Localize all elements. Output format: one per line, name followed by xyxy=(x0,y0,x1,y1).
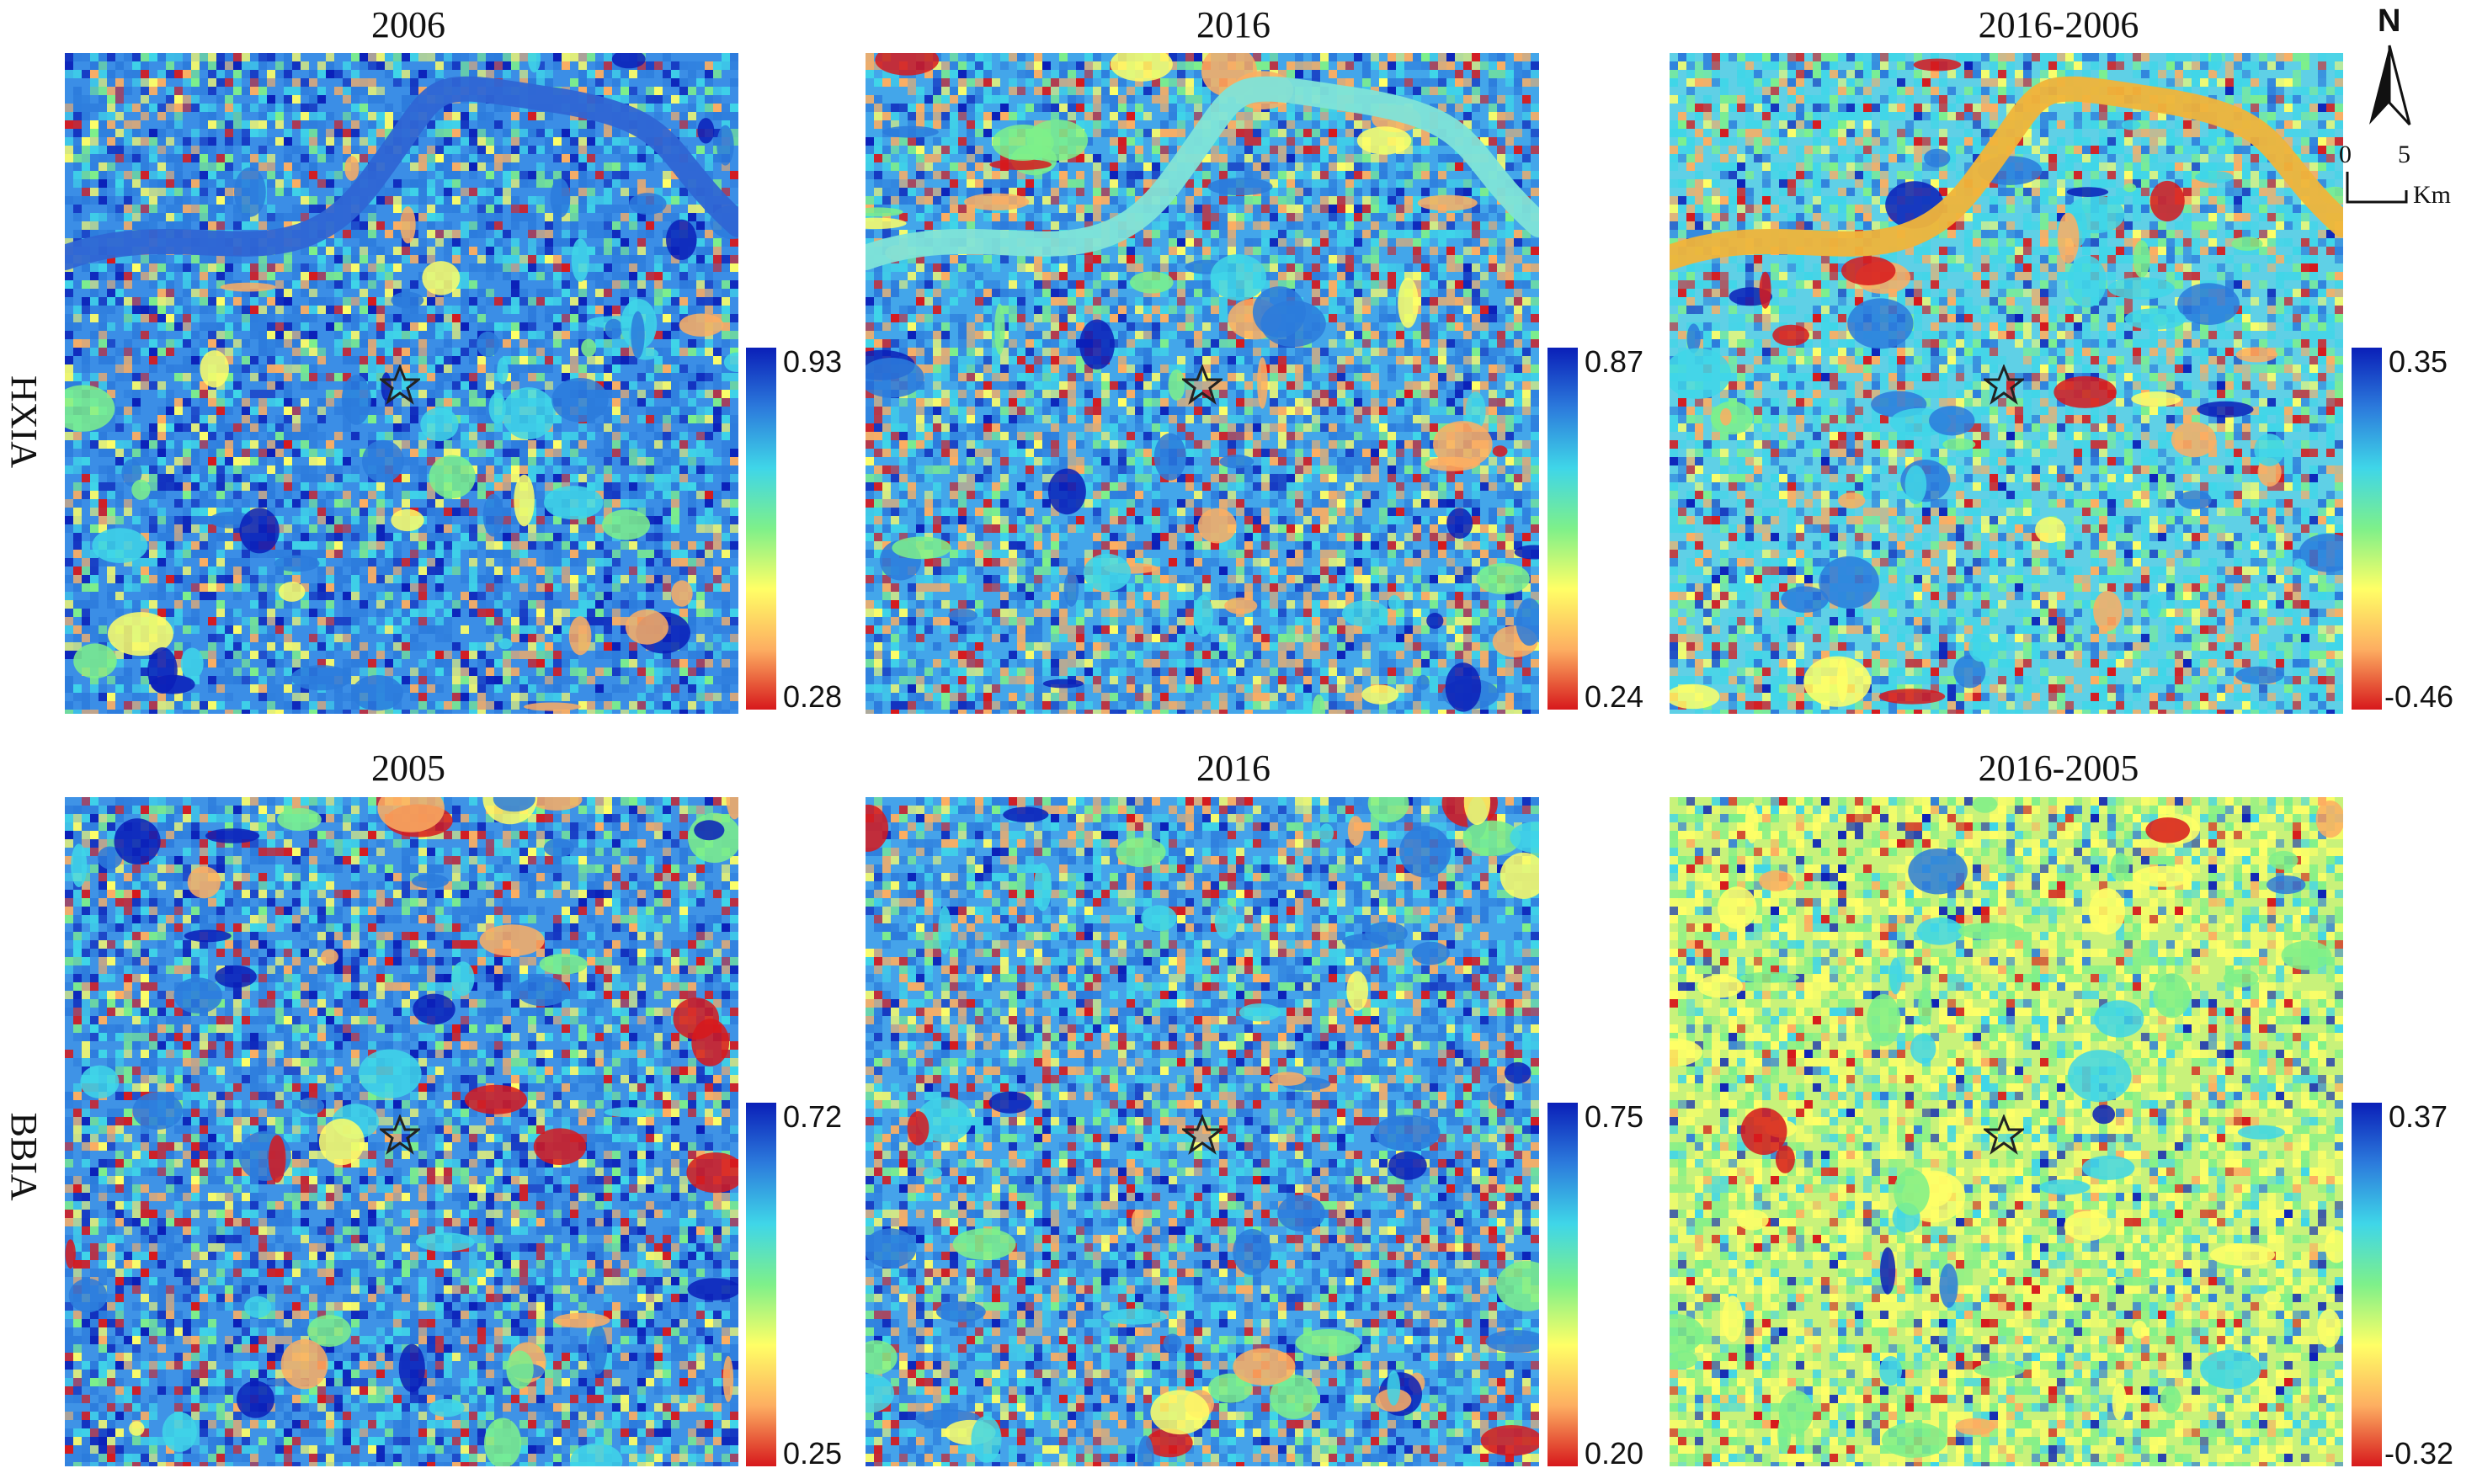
row-label-bbia: BBIA xyxy=(3,1072,45,1241)
star-marker xyxy=(380,1114,420,1155)
panel-title-2006: 2006 xyxy=(72,4,745,46)
panel-title-2016-top: 2016 xyxy=(897,4,1570,46)
colorbar-min-label: -0.32 xyxy=(2384,1437,2453,1471)
colorbar-max-label: 0.87 xyxy=(1585,345,1643,379)
raster-image xyxy=(1670,797,2343,1466)
map-hxia-2016 xyxy=(866,53,1539,714)
raster-image xyxy=(866,53,1539,714)
raster-image xyxy=(65,797,738,1466)
colorbar-min-label: 0.20 xyxy=(1585,1437,1643,1471)
star-marker xyxy=(1984,1114,2024,1155)
scale-bar xyxy=(2346,172,2408,204)
colorbar-bbia-2016 xyxy=(1547,1103,1578,1466)
colorbar-bbia-2005 xyxy=(746,1103,776,1466)
raster-image xyxy=(1670,53,2343,714)
colorbar-max-label: 0.72 xyxy=(783,1100,842,1134)
scale-unit: Km xyxy=(2413,182,2451,209)
scale-tick-0: 0 xyxy=(2339,141,2352,168)
panel-title-2016-bottom: 2016 xyxy=(897,747,1570,790)
colorbar-max-label: 0.37 xyxy=(2389,1100,2448,1134)
star-marker xyxy=(1984,364,2024,405)
map-hxia-diff xyxy=(1670,53,2343,714)
panel-title-2016-2005: 2016-2005 xyxy=(1722,747,2395,790)
north-arrow-icon xyxy=(2369,45,2411,126)
map-bbia-2016 xyxy=(866,797,1539,1466)
raster-image xyxy=(866,797,1539,1466)
colorbar-bbia-diff xyxy=(2352,1103,2382,1466)
colorbar-min-label: 0.28 xyxy=(783,680,842,714)
map-bbia-diff xyxy=(1670,797,2343,1466)
map-hxia-2006 xyxy=(65,53,738,714)
colorbar-max-label: 0.35 xyxy=(2389,345,2448,379)
colorbar-min-label: 0.24 xyxy=(1585,680,1643,714)
north-label: N xyxy=(2378,3,2400,40)
colorbar-hxia-2016 xyxy=(1547,348,1578,710)
colorbar-hxia-2006 xyxy=(746,348,776,710)
colorbar-hxia-diff xyxy=(2352,348,2382,710)
colorbar-max-label: 0.93 xyxy=(783,345,842,379)
star-marker xyxy=(1182,1114,1223,1155)
raster-image xyxy=(65,53,738,714)
panel-title-2005: 2005 xyxy=(72,747,745,790)
star-marker xyxy=(1182,364,1223,405)
colorbar-max-label: 0.75 xyxy=(1585,1100,1643,1134)
star-marker xyxy=(380,364,420,405)
panel-title-2016-2006: 2016-2006 xyxy=(1722,4,2395,46)
row-label-hxia: HXIA xyxy=(3,338,45,506)
colorbar-min-label: -0.46 xyxy=(2384,680,2453,714)
scale-tick-5: 5 xyxy=(2398,141,2410,168)
map-bbia-2005 xyxy=(65,797,738,1466)
colorbar-min-label: 0.25 xyxy=(783,1437,842,1471)
